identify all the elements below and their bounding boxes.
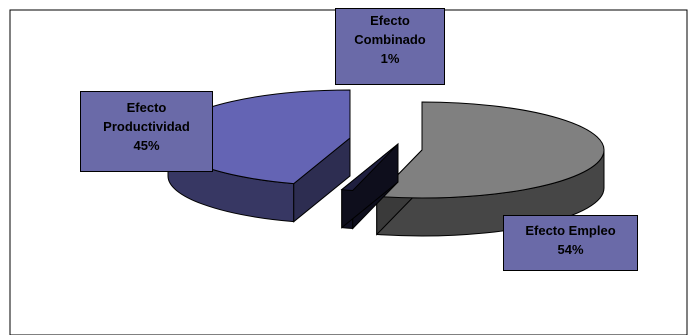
label-efecto-combinado: Efecto Combinado 1% [335,8,445,85]
pie-slice-efecto-empleo [375,101,605,237]
slice-top-face [340,143,399,192]
label-empleo-line1: Efecto Empleo [525,223,616,238]
label-productividad-line2: Productividad [103,119,190,134]
label-productividad-line1: Efecto [126,100,167,115]
label-empleo-value: 54% [557,242,584,257]
label-productividad-value: 45% [133,138,160,153]
pie-slice-efecto-combinado [340,142,399,230]
label-efecto-productividad: Efecto Productividad 45% [80,91,213,172]
slice-top-face [375,101,605,199]
label-combinado-value: 1% [380,51,400,66]
label-combinado-line1: Efecto [370,13,410,28]
label-combinado-line2: Combinado [354,32,426,47]
label-efecto-empleo: Efecto Empleo 54% [503,215,638,271]
